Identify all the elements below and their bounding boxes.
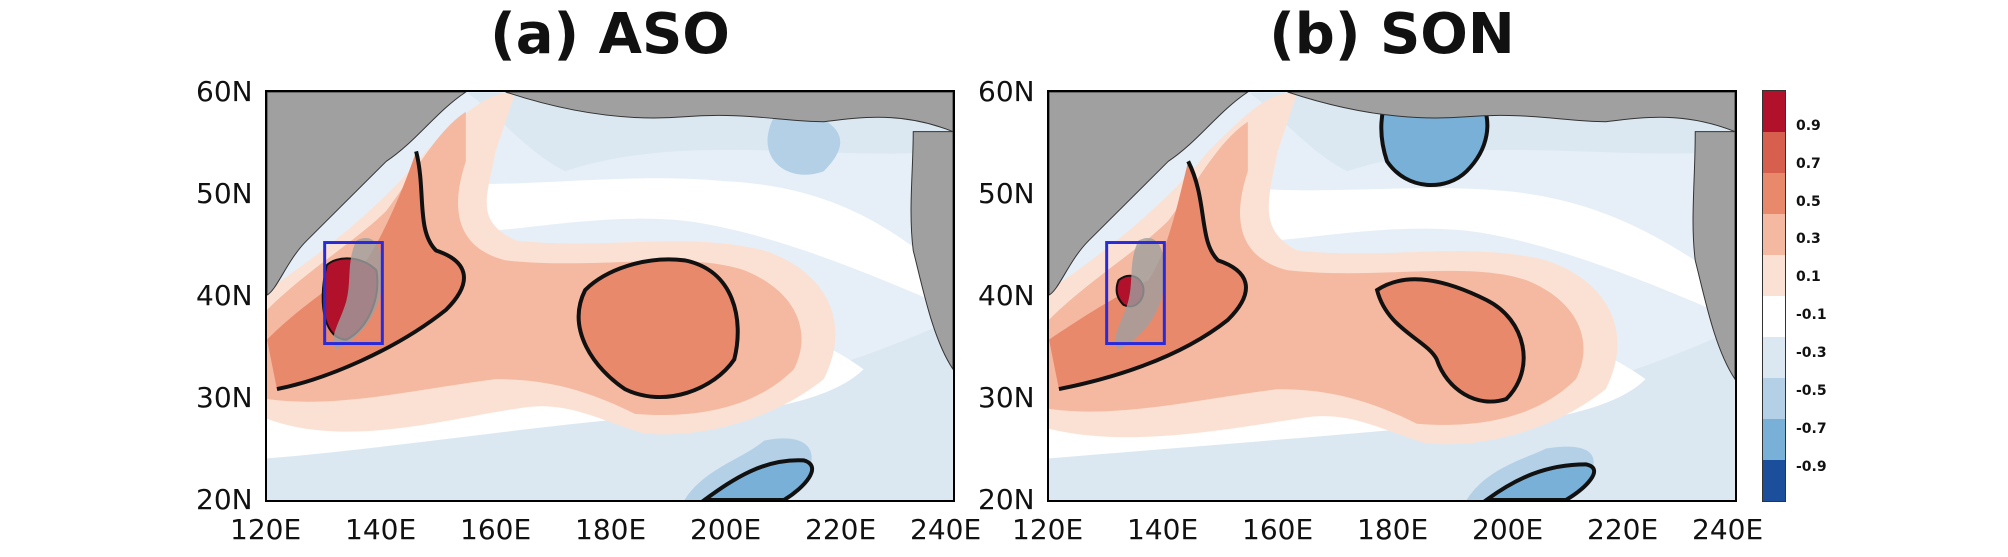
study-box: [323, 241, 384, 346]
panel-a-xtick-120e: 120E: [230, 513, 302, 546]
colorbar-swatch: [1763, 173, 1785, 214]
white-band-north: [416, 178, 953, 310]
panel-b-xtick-180e: 180E: [1357, 513, 1429, 546]
colorbar-swatch: [1763, 214, 1785, 255]
land-japan: [333, 238, 383, 350]
panel-a-xtick-200e: 200E: [690, 513, 762, 546]
panel-b-ytick-40n: 40N: [978, 279, 1035, 312]
colorbar-swatch: [1763, 91, 1785, 132]
panel-a-xtick-240e: 240E: [910, 513, 982, 546]
blue-core-south: [701, 458, 814, 500]
colorbar-swatch: [1763, 460, 1785, 501]
study-box: [1105, 241, 1166, 346]
panel-b-xtick-160e: 160E: [1242, 513, 1314, 546]
land-alaska: [1287, 92, 1735, 133]
land-na-west: [910, 131, 953, 371]
blue-core-south: [1483, 462, 1596, 500]
panel-a-xtick-180e: 180E: [575, 513, 647, 546]
panel-b-xtick-200e: 200E: [1472, 513, 1544, 546]
colorbar-swatch: [1763, 378, 1785, 419]
land-alaska: [505, 92, 953, 133]
colorbar-label: 0.5: [1796, 194, 1821, 210]
colorbar: [1762, 90, 1786, 502]
white-band-north: [1198, 181, 1735, 320]
panel-a-ytick-40n: 40N: [196, 279, 253, 312]
orange-core: [576, 257, 740, 399]
panel-b-xtick-240e: 240E: [1692, 513, 1764, 546]
panel-a-map: [265, 90, 955, 502]
panel-b-xtick-120e: 120E: [1012, 513, 1084, 546]
colorbar-label: -0.7: [1796, 421, 1827, 437]
colorbar-label: 0.7: [1796, 156, 1821, 172]
panel-b-ytick-20n: 20N: [978, 483, 1035, 516]
colorbar-label: 0.3: [1796, 231, 1821, 247]
panel-a-xtick-220e: 220E: [805, 513, 877, 546]
panel-a-xtick-160e: 160E: [460, 513, 532, 546]
panel-b-ytick-50n: 50N: [978, 177, 1035, 210]
panel-a-ytick-20n: 20N: [196, 483, 253, 516]
panel-b-xtick-220e: 220E: [1587, 513, 1659, 546]
orange-core: [1374, 277, 1526, 404]
colorbar-swatch: [1763, 132, 1785, 173]
contour-coastal: [276, 150, 466, 392]
panel-a-ytick-30n: 30N: [196, 381, 253, 414]
land-asia: [1049, 92, 1249, 296]
colorbar-label: -0.9: [1796, 459, 1827, 475]
panel-a-xtick-140e: 140E: [345, 513, 417, 546]
panel-a-ytick-60n: 60N: [196, 75, 253, 108]
colorbar-swatch: [1763, 255, 1785, 296]
panel-a-ytick-50n: 50N: [196, 177, 253, 210]
land-na-west: [1692, 131, 1735, 381]
panel-a-title: (a) ASO: [490, 2, 730, 67]
panel-b-map: [1047, 90, 1737, 502]
colorbar-label: 0.1: [1796, 269, 1821, 285]
colorbar-label: 0.9: [1796, 118, 1821, 134]
colorbar-label: -0.3: [1796, 345, 1827, 361]
panel-b-ytick-60n: 60N: [978, 75, 1035, 108]
colorbar-label: -0.1: [1796, 307, 1827, 323]
orange-coastal: [1049, 161, 1246, 390]
land-asia: [267, 92, 467, 296]
colorbar-swatch: [1763, 419, 1785, 460]
colorbar-swatch: [1763, 296, 1785, 337]
colorbar-label: -0.5: [1796, 383, 1827, 399]
panel-b-ytick-30n: 30N: [978, 381, 1035, 414]
land-japan: [1115, 238, 1165, 350]
contour-coastal: [1058, 160, 1248, 392]
colorbar-swatch: [1763, 337, 1785, 378]
panel-b-xtick-140e: 140E: [1127, 513, 1199, 546]
panel-b-title: (b) SON: [1269, 2, 1515, 67]
